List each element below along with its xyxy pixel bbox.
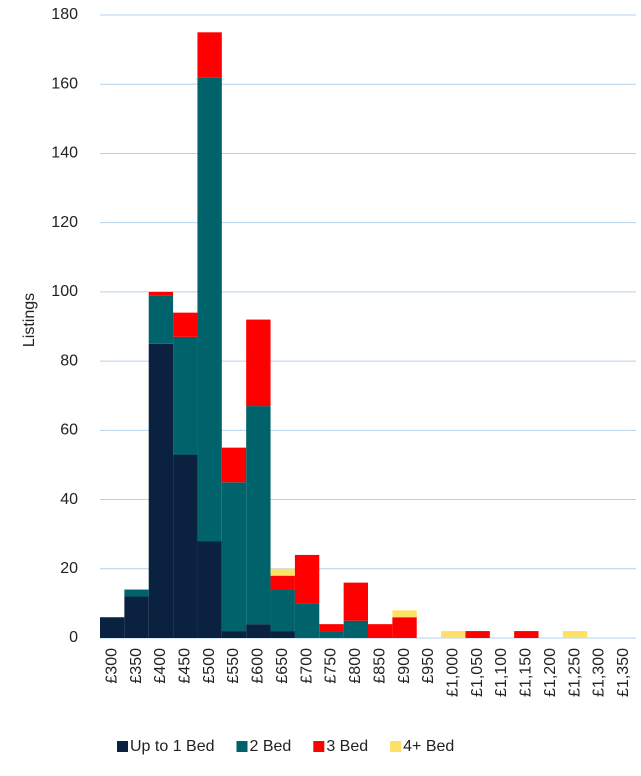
bar-segment — [197, 541, 222, 638]
x-tick-label: £550 — [225, 648, 242, 684]
x-tick-label: £300 — [103, 648, 120, 684]
x-tick-label: £350 — [128, 648, 145, 684]
y-tick-label: 140 — [51, 145, 78, 162]
x-tick-label: £950 — [420, 648, 437, 684]
legend-swatch — [236, 741, 248, 752]
bar-segment — [246, 624, 271, 638]
x-tick-label: £450 — [176, 648, 193, 684]
bar-segment — [441, 631, 466, 638]
bar-segment — [319, 624, 344, 632]
x-tick-label: £1,000 — [444, 648, 461, 697]
legend-swatch — [313, 741, 325, 752]
bar-segment — [270, 631, 295, 638]
bar-segment — [343, 582, 368, 621]
bar-segment — [465, 631, 490, 638]
y-tick-label: 60 — [60, 422, 78, 439]
bar-segment — [173, 336, 198, 455]
bar-segment — [173, 312, 198, 337]
x-tick-label: £700 — [298, 648, 315, 684]
y-tick-label: 40 — [60, 491, 78, 508]
bar-segment — [294, 603, 320, 638]
bar-segment — [270, 575, 295, 590]
x-tick-label: £400 — [152, 648, 169, 684]
x-tick-label: £850 — [371, 648, 388, 684]
legend-label: Up to 1 Bed — [130, 738, 215, 755]
bar-segment — [514, 631, 539, 638]
bar-segment — [148, 291, 174, 296]
bar-segment — [148, 295, 174, 344]
x-tick-label: £1,350 — [615, 648, 632, 697]
y-tick-label: 180 — [51, 6, 78, 23]
bar-segment — [100, 617, 125, 638]
bar-segment — [392, 617, 417, 638]
bar-segment — [221, 447, 247, 483]
legend-label: 2 Bed — [250, 738, 292, 755]
bar-segment — [270, 589, 295, 632]
x-tick-label: £800 — [347, 648, 364, 684]
legend-swatch — [390, 741, 402, 752]
y-tick-label: 80 — [60, 352, 78, 369]
x-tick-label: £1,300 — [591, 648, 608, 697]
bar-segment — [343, 620, 368, 638]
bar-segment — [246, 406, 271, 625]
bar-segment — [197, 77, 222, 542]
bar-segment — [148, 343, 174, 638]
x-tick-label: £1,150 — [518, 648, 535, 697]
y-axis-label: Listings — [21, 293, 38, 347]
legend-swatch — [117, 741, 128, 752]
bar-segment — [221, 631, 247, 638]
x-tick-label: £650 — [274, 648, 291, 684]
legend-label: 3 Bed — [326, 738, 368, 755]
bar-segment — [246, 319, 271, 407]
y-tick-label: 100 — [51, 283, 78, 300]
y-tick-label: 0 — [69, 629, 78, 646]
bar-segment — [392, 610, 417, 618]
legend-label: 4+ Bed — [403, 738, 454, 755]
x-tick-label: £1,200 — [542, 648, 559, 697]
bar-segment — [562, 631, 588, 638]
bar-segment — [124, 596, 149, 638]
bar-segment — [319, 631, 344, 638]
x-tick-label: £600 — [250, 648, 267, 684]
y-tick-label: 120 — [51, 214, 78, 231]
bar-segment — [368, 624, 393, 638]
bar-segment — [173, 454, 198, 638]
bar-segment — [124, 589, 149, 597]
bar-segment — [221, 482, 247, 632]
bar-segment — [270, 568, 295, 576]
x-tick-label: £1,250 — [566, 648, 583, 697]
bar-segment — [197, 32, 222, 78]
x-tick-label: £500 — [201, 648, 218, 684]
y-tick-label: 160 — [51, 75, 78, 92]
x-tick-label: £900 — [396, 648, 413, 684]
x-tick-label: £750 — [323, 648, 340, 684]
x-tick-label: £1,050 — [469, 648, 486, 697]
bar-segment — [294, 554, 320, 604]
y-tick-label: 20 — [60, 560, 78, 577]
x-tick-label: £1,100 — [493, 648, 510, 697]
